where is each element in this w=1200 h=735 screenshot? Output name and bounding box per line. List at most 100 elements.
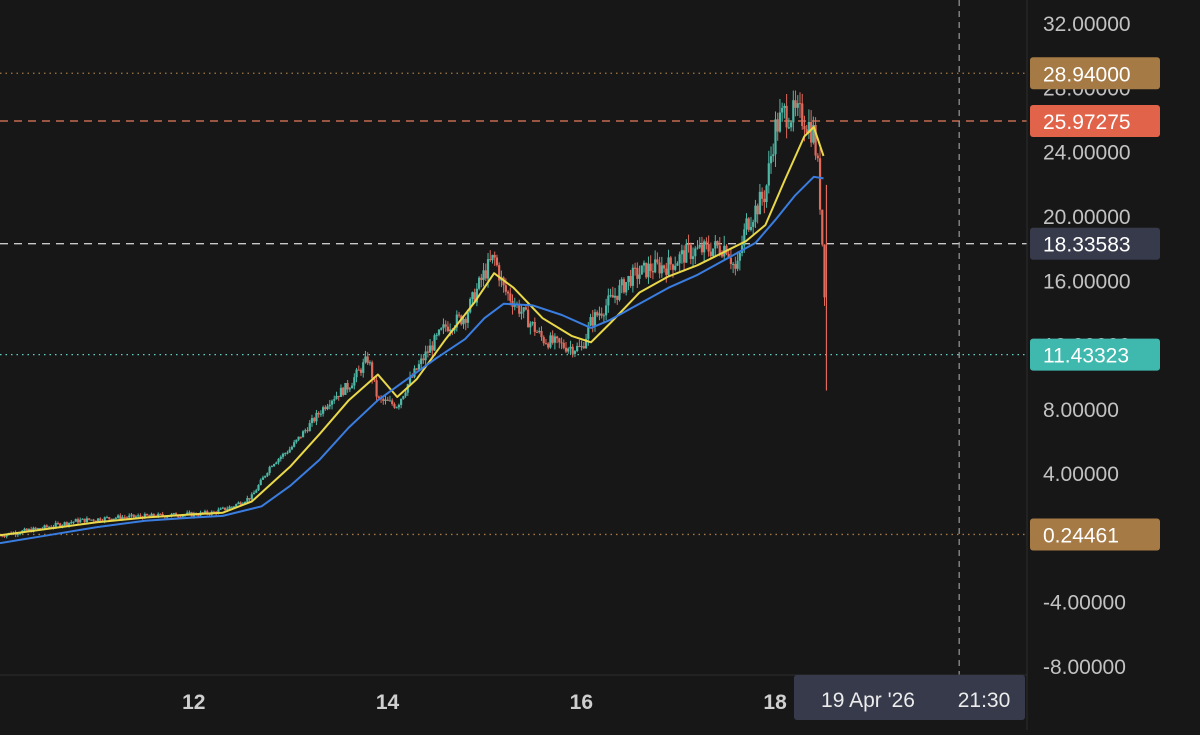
candle-body [714, 241, 717, 249]
candle-body [522, 307, 525, 312]
candle-body [647, 263, 650, 278]
candle-body [763, 198, 766, 203]
candle-body [244, 501, 247, 504]
candle-body [703, 241, 706, 253]
candle-body [551, 335, 554, 343]
candle-body [544, 343, 548, 345]
fast-ma-line [0, 126, 825, 537]
candle-body [397, 404, 400, 408]
candle-body [219, 508, 222, 510]
slow-ma-line [0, 175, 824, 545]
candle-body [43, 525, 46, 529]
candle-body [36, 528, 39, 530]
candle-body [776, 119, 779, 132]
candle-body [821, 209, 824, 245]
candle-body [691, 256, 695, 259]
time-tick-label: 14 [376, 691, 400, 714]
candle-body [54, 522, 57, 527]
candle-body [805, 129, 808, 133]
candle-body [27, 529, 31, 531]
candle-body [705, 241, 708, 244]
candle-body [473, 292, 476, 303]
candle-body [707, 243, 710, 252]
candle-body [669, 257, 672, 265]
crosshair-time-label: 19 Apr '26 21:30 [794, 675, 1025, 720]
price-level-label: 18.33583 [1043, 234, 1131, 257]
candle-body [61, 525, 64, 527]
candle-body [466, 312, 470, 323]
candle-body [186, 512, 189, 515]
candle-body [549, 335, 552, 348]
candle-body [689, 245, 692, 259]
candle-body [250, 494, 253, 500]
candle-body [76, 519, 80, 523]
candle-body [642, 262, 646, 266]
candle-body [656, 259, 659, 263]
crosshair-time-text: 21:30 [958, 689, 1011, 712]
candle-body [134, 516, 138, 518]
candle-body [609, 295, 612, 297]
candle-body [798, 103, 802, 105]
candle-body [362, 362, 365, 373]
candle-body [288, 449, 291, 453]
candle-body [235, 504, 238, 507]
candle-body [495, 257, 499, 266]
candle-body [145, 513, 149, 516]
candle-body [237, 502, 240, 505]
candle-body [110, 518, 113, 520]
price-tick-label: 32.00000 [1043, 13, 1131, 36]
price-level-label: 28.94000 [1043, 63, 1131, 86]
candle-body [248, 498, 251, 500]
candle-body [783, 105, 786, 108]
candle-body [607, 295, 610, 306]
candle-body [812, 124, 815, 143]
candle-body [161, 514, 164, 516]
candle-body [444, 324, 447, 327]
candle-body [426, 351, 429, 353]
candle-body [50, 526, 53, 528]
candle-body [304, 430, 307, 432]
candle-body [680, 250, 683, 255]
candle-body [346, 383, 349, 390]
candle-body [810, 122, 813, 143]
candle-body [281, 453, 285, 457]
candle-body [228, 506, 231, 509]
candle-body [357, 369, 360, 371]
candle-body [754, 205, 757, 223]
candle-body [179, 516, 182, 518]
candle-body [188, 512, 191, 514]
candle-body [756, 205, 759, 215]
candle-body [364, 356, 367, 363]
candle-body [70, 522, 73, 524]
candle-body [787, 127, 790, 129]
candle-body [823, 244, 826, 298]
candle-body [694, 248, 697, 257]
candle-body [137, 515, 140, 517]
candle-body [239, 502, 242, 505]
candle-body [181, 515, 184, 518]
candle-body [498, 265, 501, 281]
candle-body [94, 520, 97, 522]
candle-body [23, 528, 26, 531]
price-level-badge [1030, 57, 1160, 90]
price-tick-label: -4.00000 [1043, 592, 1126, 615]
candle-body [3, 536, 6, 538]
candle-body [56, 522, 60, 524]
candle-body [279, 456, 282, 459]
candle-body [747, 218, 750, 230]
time-axis[interactable]: 12 14 16 18 [182, 691, 787, 714]
candle-body [217, 509, 220, 514]
candle-body [152, 513, 155, 517]
candle-body [121, 517, 124, 520]
candle-body [264, 475, 267, 478]
candle-body [252, 492, 256, 495]
time-tick-label: 18 [763, 691, 787, 714]
candle-body [576, 345, 579, 352]
candle-body [678, 254, 681, 264]
candle-body [587, 325, 590, 339]
candle-body [471, 292, 474, 300]
candle-body [277, 458, 280, 463]
candle-body [660, 265, 663, 274]
